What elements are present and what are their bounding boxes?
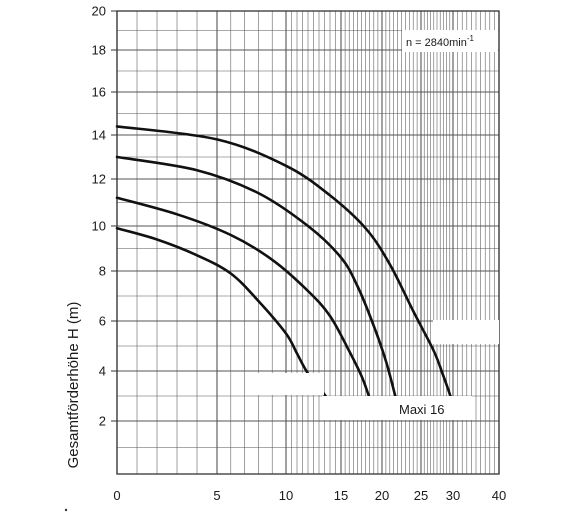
y-tick-label: 18: [92, 43, 106, 58]
x-tick-label: 0: [113, 488, 120, 503]
x-tick-label: 30: [446, 488, 460, 503]
x-tick-label: 20: [375, 488, 389, 503]
x-tick-label: 25: [414, 488, 428, 503]
x-tick-label: 10: [279, 488, 293, 503]
pump-curve-4: [115, 125, 452, 398]
series-label-box: [322, 396, 472, 420]
pump-curve-2: [115, 196, 371, 398]
y-axis-label: Gesamtförderhöhe H (m): [65, 302, 82, 469]
y-tick-label: 4: [99, 364, 106, 379]
y-tick-label: 14: [92, 128, 106, 143]
speed-annotation-box: [402, 30, 498, 52]
x-tick-label: 5: [213, 488, 220, 503]
label-mask-left: [252, 373, 324, 395]
tick-labels: 2 4 6 8 10 12 14 16 18 20 0 5 10 15 20 25 30 40: [92, 4, 507, 504]
y-tick-label: 6: [99, 314, 106, 329]
label-mask-right: [433, 320, 499, 344]
y-tick-label: 10: [92, 219, 106, 234]
plot-frame: [116, 10, 500, 475]
pump-curves: [115, 125, 452, 398]
y-tick-label: 12: [92, 172, 106, 187]
series-label: Maxi 16: [399, 402, 445, 417]
y-tick-label: 8: [99, 264, 106, 279]
y-tick-label: 16: [92, 85, 106, 100]
corner-dot: [64, 508, 68, 512]
pump-curve-1: [115, 227, 327, 398]
speed-annotation: n = 2840min-1: [406, 34, 475, 49]
y-tick-label: 20: [92, 4, 106, 19]
pump-curve-3: [115, 155, 397, 398]
x-tick-label: 15: [334, 488, 348, 503]
y-tick-label: 2: [99, 414, 106, 429]
x-tick-label: 40: [492, 488, 506, 503]
